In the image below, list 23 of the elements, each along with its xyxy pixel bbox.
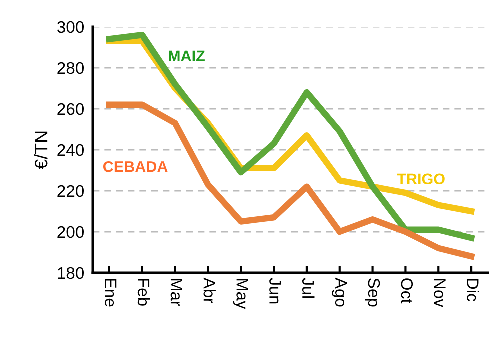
y-tick-label: 260 [58, 103, 84, 116]
x-tick-label: Mar [170, 279, 182, 306]
y-tick-label: 200 [58, 226, 84, 238]
x-tick-label: Feb [138, 279, 150, 306]
y-tick-label: 240 [58, 144, 84, 156]
x-tick-label: Ago [332, 278, 348, 307]
y-tick-label: 280 [58, 62, 84, 74]
y-tick-label: 300 [57, 21, 84, 34]
x-tick-label: Jul [302, 278, 315, 298]
x-tick-label: Sep [365, 278, 380, 307]
x-tick-label: Dic [467, 279, 480, 302]
x-tick-label: Jun [270, 278, 282, 304]
y-tick-label: 180 [58, 267, 84, 280]
x-tick-label: Nov [434, 279, 446, 308]
y-tick-label: 220 [58, 185, 84, 198]
x-tick-label: Abr [204, 278, 216, 304]
series-label: TRIGO [397, 174, 445, 185]
series-label: MAIZ [169, 50, 205, 62]
x-tick-label: May [233, 279, 248, 310]
series-label: CEBADA [104, 161, 168, 172]
x-tick-label: Ene [104, 279, 117, 307]
y-axis-title: €/TN [34, 132, 48, 170]
x-tick-label: Oct [401, 278, 414, 304]
